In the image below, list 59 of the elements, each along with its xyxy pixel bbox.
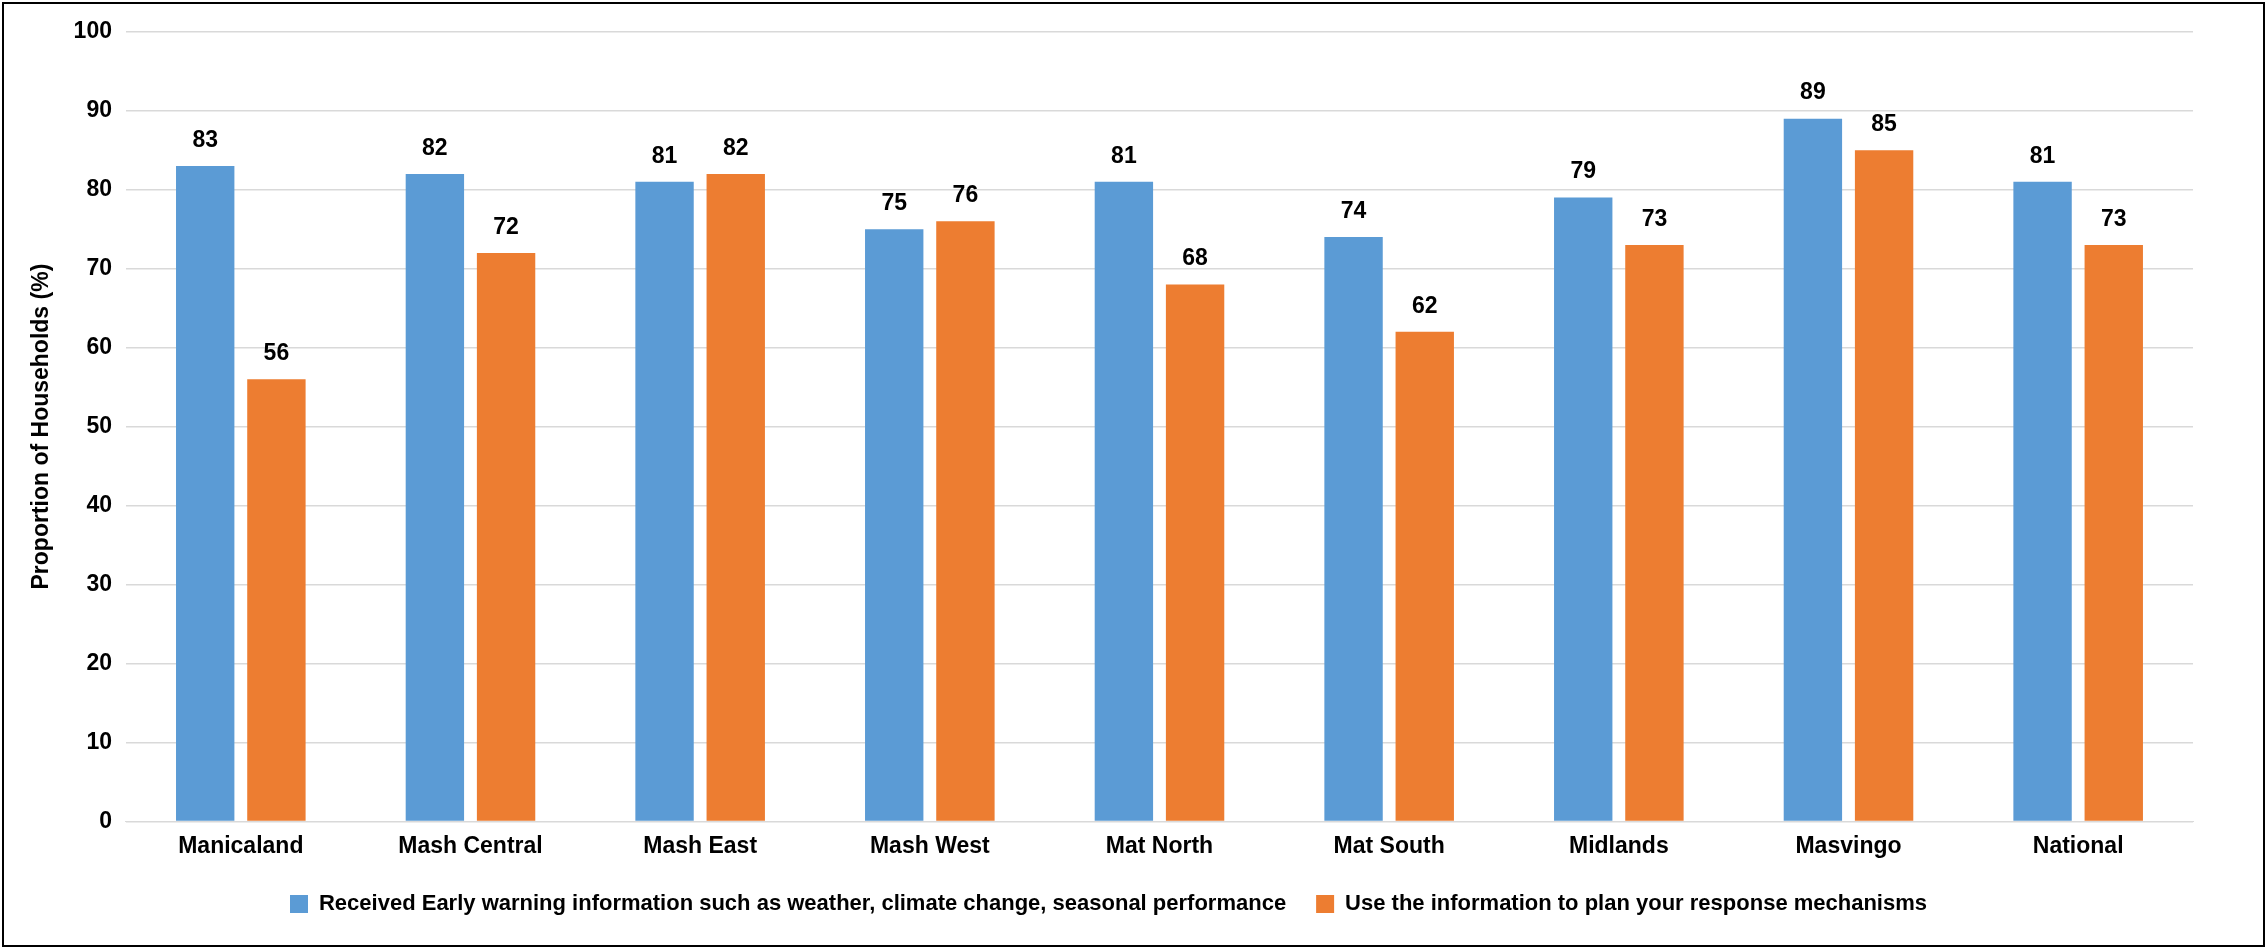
x-tick-label: Manicaland bbox=[178, 831, 304, 858]
x-tick-label: Mat North bbox=[1105, 831, 1214, 858]
bar bbox=[865, 229, 924, 821]
data-label: 85 bbox=[1871, 110, 1898, 137]
y-tick-label: 40 bbox=[86, 490, 112, 517]
bar bbox=[1395, 331, 1454, 821]
legend-label: Received Early warning information such as weather, climate change, seasonal performance bbox=[318, 890, 1287, 916]
y-tick-label: 30 bbox=[86, 569, 112, 596]
x-tick-label: Mash West bbox=[869, 831, 991, 858]
data-label: 81 bbox=[1111, 141, 1137, 168]
bar bbox=[1783, 118, 1843, 821]
bar bbox=[247, 379, 306, 821]
y-tick-label: 80 bbox=[86, 175, 112, 202]
bar bbox=[176, 166, 235, 821]
data-label: 75 bbox=[881, 189, 908, 216]
bar bbox=[1554, 197, 1613, 821]
bar bbox=[1854, 150, 1914, 821]
bar bbox=[2084, 244, 2143, 821]
y-tick-label: 0 bbox=[99, 806, 112, 833]
data-label: 72 bbox=[493, 212, 519, 239]
bar bbox=[405, 173, 465, 821]
y-tick-label: 20 bbox=[86, 648, 112, 675]
y-tick-label: 100 bbox=[73, 17, 112, 44]
y-axis-title: Proportion of Households (%) bbox=[27, 263, 54, 590]
bar bbox=[1094, 181, 1154, 821]
x-tick-label: Mash Central bbox=[398, 831, 543, 858]
x-tick-label: Mat South bbox=[1333, 831, 1445, 858]
data-label: 81 bbox=[651, 141, 678, 168]
bar bbox=[1625, 244, 1684, 821]
y-tick-label: 10 bbox=[86, 727, 112, 754]
x-tick-label: Mash East bbox=[643, 831, 758, 858]
bar bbox=[1165, 284, 1225, 821]
data-label: 81 bbox=[2029, 141, 2056, 168]
y-tick-label: 60 bbox=[86, 332, 112, 359]
data-label: 68 bbox=[1182, 244, 1209, 271]
data-label: 73 bbox=[1641, 204, 1668, 231]
data-label: 56 bbox=[263, 339, 290, 366]
y-tick-label: 50 bbox=[86, 411, 112, 438]
bar bbox=[476, 252, 536, 821]
data-label: 74 bbox=[1340, 196, 1367, 223]
x-tick-label: Midlands bbox=[1568, 831, 1669, 858]
bar bbox=[706, 173, 765, 821]
data-label: 83 bbox=[192, 125, 219, 152]
y-tick-label: 90 bbox=[86, 96, 112, 123]
data-label: 79 bbox=[1570, 157, 1597, 184]
bar bbox=[936, 221, 995, 821]
bar bbox=[635, 181, 694, 821]
data-label: 82 bbox=[722, 133, 749, 160]
data-label: 62 bbox=[1411, 291, 1438, 318]
x-tick-label: National bbox=[2032, 831, 2124, 858]
data-label: 89 bbox=[1800, 78, 1826, 105]
data-label: 73 bbox=[2100, 204, 2127, 231]
data-label: 82 bbox=[422, 133, 448, 160]
bar bbox=[2013, 181, 2072, 821]
x-tick-label: Masvingo bbox=[1795, 831, 1902, 858]
data-label: 76 bbox=[952, 181, 979, 208]
legend-label: Use the information to plan your response mechanisms bbox=[1345, 890, 1928, 916]
bar bbox=[1324, 237, 1383, 821]
y-tick-label: 70 bbox=[86, 254, 112, 281]
